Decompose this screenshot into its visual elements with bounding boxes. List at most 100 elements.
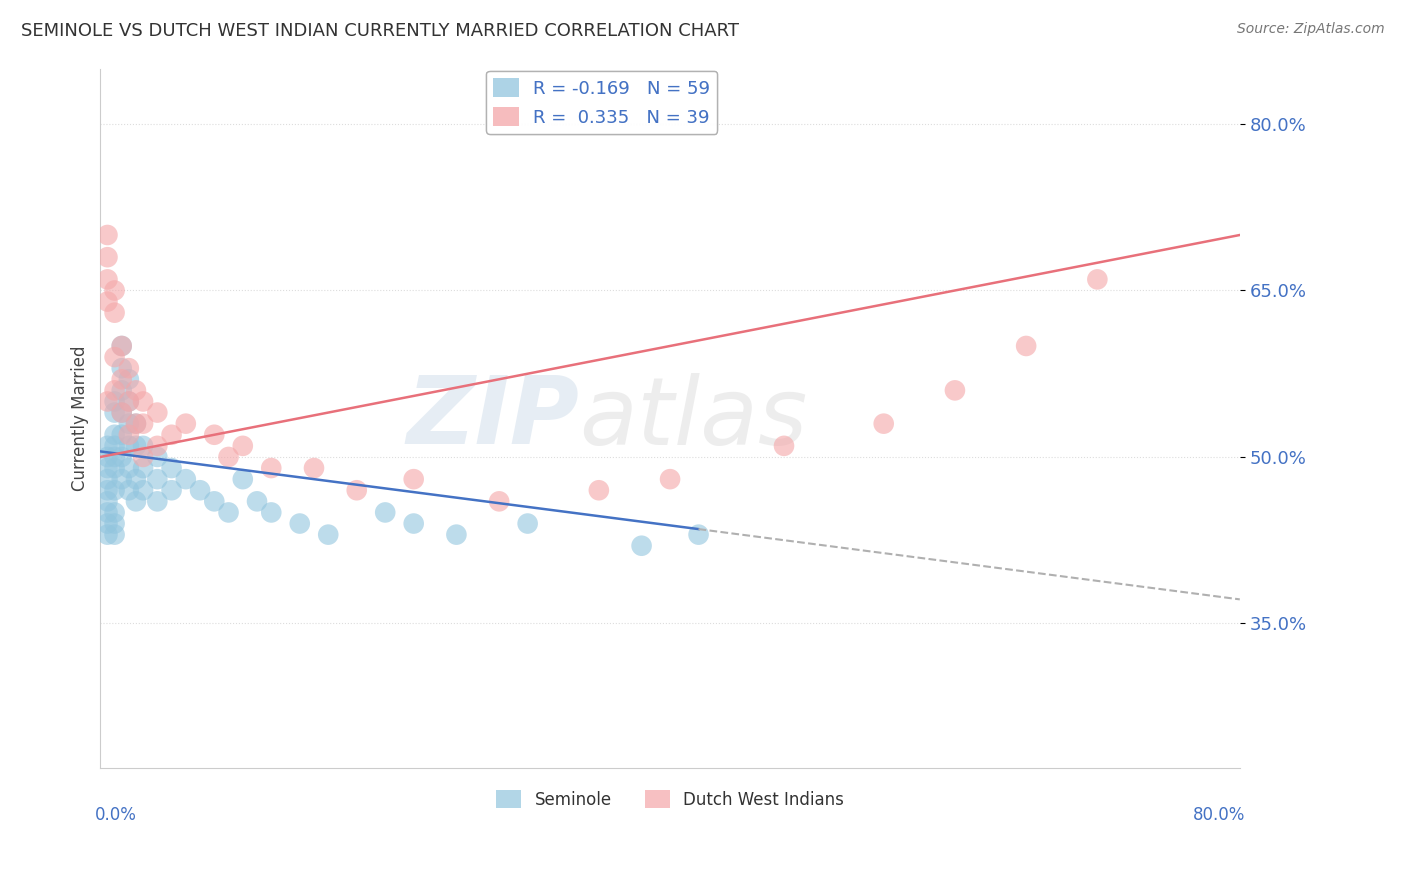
Point (316, 527, 339, 541)
Point (302, 461, 325, 475)
Point (125, 417, 148, 431)
Point (111, 450, 134, 464)
Point (232, 439, 254, 453)
Point (111, 339, 134, 353)
Point (218, 505, 240, 519)
Point (346, 483, 368, 498)
Point (132, 483, 155, 498)
Point (96, 472, 118, 486)
Point (104, 384, 127, 398)
Point (125, 494, 148, 508)
Point (118, 372, 141, 386)
Point (104, 284, 127, 298)
Point (111, 406, 134, 420)
Point (118, 361, 141, 376)
Point (146, 439, 169, 453)
Point (118, 394, 141, 409)
Point (125, 439, 148, 453)
Point (174, 417, 197, 431)
Point (96, 505, 118, 519)
Point (104, 461, 127, 475)
Point (104, 527, 127, 541)
Point (174, 472, 197, 486)
Point (1085, 272, 1108, 286)
Point (125, 417, 148, 431)
Point (104, 427, 127, 442)
Point (146, 406, 169, 420)
Point (111, 384, 134, 398)
Point (111, 339, 134, 353)
Point (218, 450, 240, 464)
Point (773, 439, 796, 453)
Point (146, 450, 169, 464)
Point (232, 472, 254, 486)
Point (118, 394, 141, 409)
Point (111, 372, 134, 386)
Point (111, 427, 134, 442)
Point (402, 516, 425, 531)
Point (132, 450, 155, 464)
Point (118, 483, 141, 498)
Point (146, 472, 169, 486)
Point (104, 306, 127, 320)
Y-axis label: Currently Married: Currently Married (72, 345, 89, 491)
Point (260, 505, 283, 519)
Point (96, 527, 118, 541)
Point (96, 272, 118, 286)
Point (104, 483, 127, 498)
Point (402, 472, 425, 486)
Point (188, 483, 211, 498)
Point (96, 450, 118, 464)
Point (96, 516, 118, 531)
Point (446, 527, 468, 541)
Point (488, 494, 510, 508)
Text: 80.0%: 80.0% (1194, 806, 1246, 824)
Point (1015, 339, 1038, 353)
Point (132, 417, 155, 431)
Point (125, 384, 148, 398)
Point (104, 450, 127, 464)
Point (104, 505, 127, 519)
Point (118, 461, 141, 475)
Point (260, 461, 283, 475)
Text: SEMINOLE VS DUTCH WEST INDIAN CURRENTLY MARRIED CORRELATION CHART: SEMINOLE VS DUTCH WEST INDIAN CURRENTLY … (21, 22, 740, 40)
Point (96, 394, 118, 409)
Point (688, 527, 710, 541)
Point (160, 461, 183, 475)
Point (160, 483, 183, 498)
Point (111, 361, 134, 376)
Point (943, 384, 966, 398)
Point (104, 350, 127, 364)
Point (202, 494, 225, 508)
Point (132, 439, 155, 453)
Point (104, 516, 127, 531)
Point (374, 505, 396, 519)
Point (96, 227, 118, 242)
Point (288, 516, 311, 531)
Point (659, 472, 682, 486)
Point (96, 250, 118, 264)
Point (118, 427, 141, 442)
Point (246, 494, 269, 508)
Point (132, 461, 155, 475)
Legend: R = -0.169   N = 59, R =  0.335   N = 39: R = -0.169 N = 59, R = 0.335 N = 39 (486, 70, 717, 134)
Text: Source: ZipAtlas.com: Source: ZipAtlas.com (1237, 22, 1385, 37)
Point (111, 472, 134, 486)
Point (96, 461, 118, 475)
Text: atlas: atlas (579, 373, 807, 464)
Point (132, 394, 155, 409)
Text: ZIP: ZIP (406, 372, 579, 464)
Point (96, 439, 118, 453)
Point (104, 406, 127, 420)
Point (202, 427, 225, 442)
Point (104, 394, 127, 409)
Point (516, 516, 538, 531)
Point (96, 294, 118, 309)
Point (104, 439, 127, 453)
Point (160, 427, 183, 442)
Point (588, 483, 610, 498)
Point (96, 494, 118, 508)
Point (118, 417, 141, 431)
Point (873, 417, 896, 431)
Point (118, 439, 141, 453)
